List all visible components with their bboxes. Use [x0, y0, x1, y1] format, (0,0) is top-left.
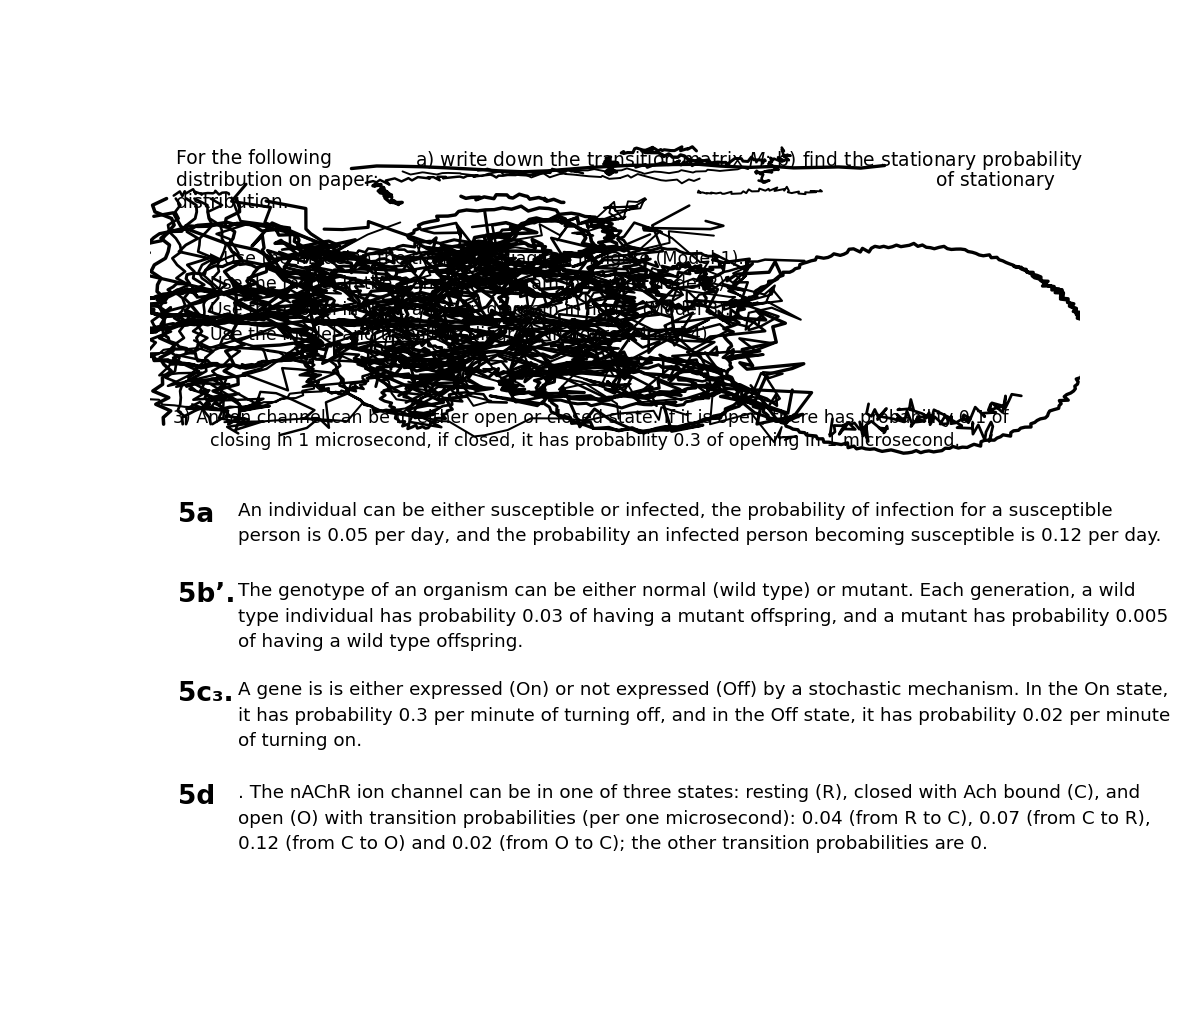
Text: open (O) with transition probabilities (per one microsecond): 0.04 (from R to C): open (O) with transition probabilities (…	[239, 810, 1151, 828]
Text: of turning on.: of turning on.	[239, 732, 362, 750]
Text: 0.12 (from C to O) and 0.02 (from O to C); the other transition probabilities ar: 0.12 (from C to O) and 0.02 (from O to C…	[239, 835, 989, 853]
Text: Use the model in the transition diagram in figure (Model 3).: Use the model in the transition diagram …	[210, 300, 731, 319]
Text: . The nAChR ion channel can be in one of three states: resting (R), closed with : . The nAChR ion channel can be in one of…	[239, 784, 1140, 802]
Text: distribution.: distribution.	[176, 193, 289, 212]
Text: distribution on paper;: distribution on paper;	[176, 171, 379, 190]
Text: person is 0.05 per day, and the probability an infected person becoming suscepti: person is 0.05 per day, and the probabil…	[239, 527, 1162, 545]
Text: 5d: 5d	[178, 784, 215, 810]
Text: Use the model and transition diagram in figure (Model 4).: Use the model and transition diagram in …	[210, 326, 714, 344]
Text: 3) An ion channel can be in either open or closed state. If it is open, there ha: 3) An ion channel can be in either open …	[173, 409, 1009, 427]
Text: 5c₃.: 5c₃.	[178, 682, 234, 707]
Text: A gene is is either expressed (On) or not expressed (Off) by a stochastic mechan: A gene is is either expressed (On) or no…	[239, 682, 1169, 699]
Text: ▶Use the model in the transition diagram in figure (Model 1).: ▶Use the model in the transition diagram…	[210, 250, 744, 268]
Text: For the following: For the following	[176, 149, 332, 168]
Text: 5b’.: 5b’.	[178, 583, 235, 609]
Text: type individual has probability 0.03 of having a mutant offspring, and a mutant : type individual has probability 0.03 of …	[239, 608, 1169, 626]
Text: Use the model in the transition diagram in figure (Model 2).: Use the model in the transition diagram …	[210, 276, 731, 293]
Text: The genotype of an organism can be either normal (wild type) or mutant. Each gen: The genotype of an organism can be eithe…	[239, 583, 1136, 600]
Text: closing in 1 microsecond, if closed, it has probability 0.3 of opening in 1 micr: closing in 1 microsecond, if closed, it …	[210, 432, 960, 450]
Text: a) write down the transition matrix $\mathit{M}$; b) find the stationary probabi: a) write down the transition matrix $\ma…	[415, 149, 1084, 172]
Text: 5a: 5a	[178, 502, 214, 527]
Text: of stationary: of stationary	[936, 171, 1055, 190]
Text: An individual can be either susceptible or infected, the probability of infectio: An individual can be either susceptible …	[239, 502, 1112, 520]
Text: it has probability 0.3 per minute of turning off, and in the Off state, it has p: it has probability 0.3 per minute of tur…	[239, 706, 1171, 725]
Text: of having a wild type offspring.: of having a wild type offspring.	[239, 633, 523, 651]
